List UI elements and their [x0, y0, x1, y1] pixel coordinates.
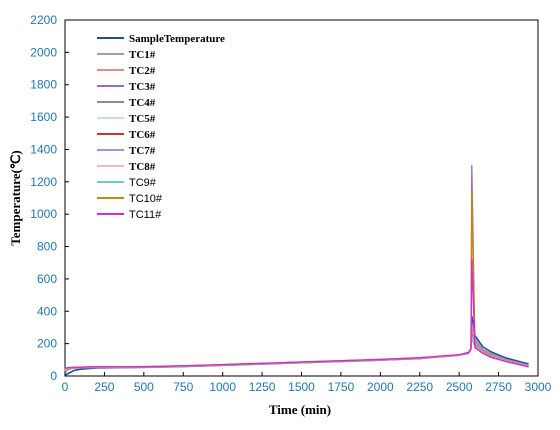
- series-line-tc1: [64, 321, 529, 374]
- legend-label: SampleTemperature: [129, 33, 225, 45]
- y-tick-label: 200: [37, 337, 57, 351]
- legend-label: TC5#: [129, 113, 156, 125]
- y-tick-label: 600: [37, 272, 57, 286]
- y-tick-label: 2000: [30, 45, 57, 59]
- y-tick-label: 1600: [30, 110, 57, 124]
- x-tick-label: 2000: [367, 380, 394, 394]
- tick-layer: 0 250 500 750 1000 1250 1500 1750 2000 2250 2500 27…: [30, 13, 551, 394]
- legend-label: TC7#: [129, 145, 156, 157]
- x-tick-label: 1250: [249, 380, 276, 394]
- x-tick-label: 1500: [288, 380, 315, 394]
- series-line-tc4: [64, 330, 529, 372]
- y-tick-label: 1800: [30, 78, 57, 92]
- series-line-tc11: [64, 258, 529, 369]
- series-layer: [64, 164, 529, 376]
- series-line-tc2: [64, 326, 529, 372]
- y-tick-label: 0: [50, 369, 57, 383]
- legend-label: TC10#: [129, 193, 163, 205]
- legend: SampleTemperature TC1# TC2# TC3# TC4# TC5# TC6…: [97, 33, 225, 221]
- x-tick-label: 1000: [209, 380, 236, 394]
- legend-label: TC2#: [129, 65, 156, 77]
- series-line-tc8: [64, 336, 529, 370]
- x-tick-label: 500: [134, 380, 154, 394]
- legend-label: TC6#: [129, 129, 156, 141]
- legend-label: TC8#: [129, 161, 156, 173]
- y-tick-label: 400: [37, 304, 57, 318]
- x-tick-label: 750: [173, 380, 193, 394]
- x-tick-label: 1750: [328, 380, 355, 394]
- x-tick-label: 250: [94, 380, 114, 394]
- legend-label: TC9#: [129, 177, 157, 189]
- x-axis-label: Time (min): [269, 402, 331, 417]
- x-tick-label: 3000: [525, 380, 552, 394]
- y-axis-label: Temperature(℃): [8, 150, 23, 245]
- legend-label: TC4#: [129, 97, 156, 109]
- y-tick-label: 1000: [30, 207, 57, 221]
- x-tick-label: 2250: [406, 380, 433, 394]
- series-line-tc6: [64, 333, 529, 371]
- x-tick-label: 2750: [485, 380, 512, 394]
- y-tick-label: 1200: [30, 175, 57, 189]
- x-tick-label: 0: [62, 380, 69, 394]
- legend-label: TC3#: [129, 81, 156, 93]
- x-tick-label: 2500: [446, 380, 473, 394]
- series-line-tc5: [64, 331, 529, 371]
- y-tick-label: 1400: [30, 142, 57, 156]
- y-tick-label: 2200: [30, 13, 57, 27]
- y-tick-label: 800: [37, 240, 57, 254]
- series-line-tc9: [64, 338, 529, 370]
- legend-label: TC1#: [129, 49, 156, 61]
- legend-label: TC11#: [129, 209, 162, 221]
- series-line-tc7: [64, 334, 529, 371]
